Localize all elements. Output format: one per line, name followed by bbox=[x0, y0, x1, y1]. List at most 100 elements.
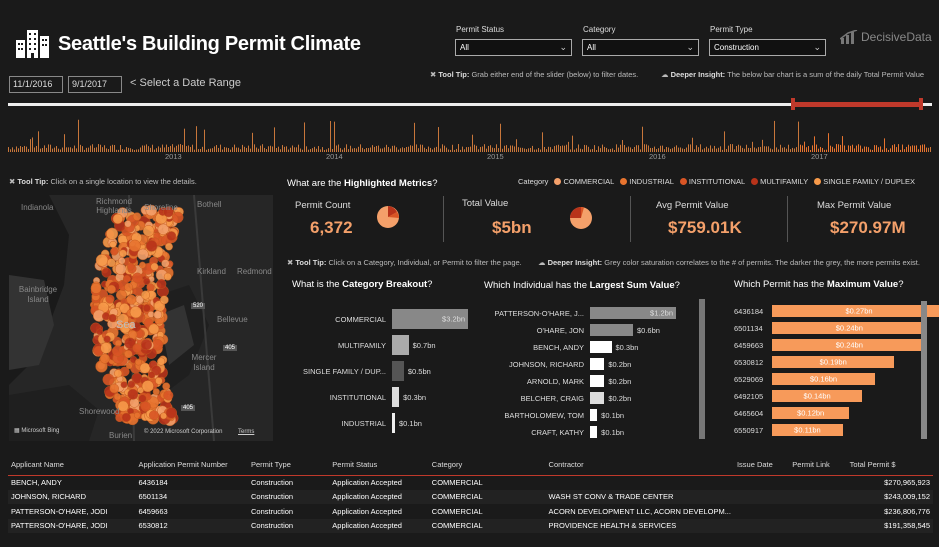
category-bar[interactable] bbox=[392, 413, 395, 433]
permit-location-dot[interactable] bbox=[148, 323, 160, 335]
category-row[interactable]: COMMERCIAL $3.2bn bbox=[292, 309, 468, 329]
legend-item[interactable]: MULTIFAMILY bbox=[751, 177, 808, 186]
permit-location-dot[interactable] bbox=[128, 239, 141, 252]
permit-location-dot[interactable] bbox=[163, 272, 172, 281]
permit-location-dot[interactable] bbox=[124, 282, 133, 292]
permit-type-select[interactable]: Construction ⌄ bbox=[709, 39, 826, 56]
category-bar[interactable] bbox=[392, 335, 409, 355]
permit-location-dot[interactable] bbox=[161, 259, 170, 268]
permit-bar[interactable]: $0.14bn bbox=[772, 390, 863, 402]
permit-location-dot[interactable] bbox=[145, 240, 158, 252]
permit-location-dot[interactable] bbox=[118, 257, 126, 265]
column-header[interactable]: Contractor bbox=[545, 455, 734, 476]
permit-location-dot[interactable] bbox=[109, 383, 119, 394]
permit-bar[interactable]: $0.12bn bbox=[772, 407, 850, 419]
permit-location-dot[interactable] bbox=[134, 412, 141, 419]
individual-row[interactable]: CRAFT, KATHY $0.1bn bbox=[484, 426, 624, 438]
permit-location-dot[interactable] bbox=[157, 357, 166, 366]
category-row[interactable]: INSTITUTIONAL $0.3bn bbox=[292, 387, 426, 407]
column-header[interactable]: Permit Status bbox=[329, 455, 429, 476]
permit-location-dot[interactable] bbox=[153, 310, 163, 320]
permit-map[interactable]: Indianola Richmond Highlands Shoreline B… bbox=[9, 195, 273, 441]
permit-location-dot[interactable] bbox=[148, 410, 159, 421]
permit-location-dot[interactable] bbox=[166, 231, 177, 241]
start-date-input[interactable]: 11/1/2016 bbox=[9, 76, 63, 93]
permit-location-dot[interactable] bbox=[108, 313, 117, 323]
legend-item[interactable]: INDUSTRIAL bbox=[620, 177, 674, 186]
permit-location-dot[interactable] bbox=[121, 412, 131, 423]
permit-location-dot[interactable] bbox=[127, 380, 136, 389]
category-row[interactable]: INDUSTRIAL $0.1bn bbox=[292, 413, 422, 433]
permit-row[interactable]: 6465604 $0.12bn bbox=[734, 407, 850, 419]
column-header[interactable]: Permit Link bbox=[789, 455, 847, 476]
permit-location-dot[interactable] bbox=[127, 388, 139, 400]
table-row[interactable]: BENCH, ANDY 6436184 Construction Applicatio… bbox=[8, 475, 933, 490]
permit-row[interactable]: 6492105 $0.14bn bbox=[734, 390, 863, 402]
date-slider-track[interactable] bbox=[8, 103, 932, 106]
permit-location-dot[interactable] bbox=[142, 304, 151, 313]
permit-location-dot[interactable] bbox=[155, 377, 163, 385]
permit-location-dot[interactable] bbox=[138, 394, 147, 403]
permit-location-dot[interactable] bbox=[124, 337, 136, 349]
permit-location-dot[interactable] bbox=[171, 211, 184, 224]
permit-location-dot[interactable] bbox=[132, 212, 142, 221]
column-header[interactable]: Permit Type bbox=[248, 455, 330, 476]
permit-row[interactable]: 6529069 $0.16bn bbox=[734, 373, 876, 385]
permit-row[interactable]: 6550917 $0.11bn bbox=[734, 424, 843, 436]
permit-location-dot[interactable] bbox=[134, 358, 142, 366]
permit-location-dot[interactable] bbox=[114, 369, 123, 378]
permit-location-dot[interactable] bbox=[137, 248, 149, 261]
permit-location-dot[interactable] bbox=[124, 220, 132, 228]
individual-bar[interactable] bbox=[590, 426, 598, 438]
permit-location-dot[interactable] bbox=[114, 263, 127, 275]
category-row[interactable]: SINGLE FAMILY / DUP... $0.5bn bbox=[292, 361, 431, 381]
permit-location-dot[interactable] bbox=[106, 284, 116, 294]
permit-status-select[interactable]: All ⌄ bbox=[455, 39, 572, 56]
permit-bar[interactable]: $0.27bn bbox=[772, 305, 939, 317]
column-header[interactable]: Issue Date bbox=[733, 455, 790, 476]
permit-location-dot[interactable] bbox=[165, 242, 173, 251]
permit-location-dot[interactable] bbox=[125, 362, 133, 370]
permit-location-dot[interactable] bbox=[140, 338, 153, 351]
category-bar[interactable]: $3.2bn bbox=[392, 309, 468, 329]
permit-location-dot[interactable] bbox=[132, 272, 143, 284]
permit-location-dot[interactable] bbox=[103, 335, 111, 343]
permit-location-dot[interactable] bbox=[129, 306, 142, 319]
map-terms-link[interactable]: Terms bbox=[238, 429, 255, 435]
permit-location-dot[interactable] bbox=[145, 204, 158, 217]
permit-row[interactable]: 6501134 $0.24bn bbox=[734, 322, 927, 334]
table-row[interactable]: JOHNSON, RICHARD 6501134 Construction Appli… bbox=[8, 489, 933, 504]
permit-location-dot[interactable] bbox=[102, 373, 115, 386]
permit-location-dot[interactable] bbox=[101, 267, 112, 278]
permit-location-dot[interactable] bbox=[140, 401, 151, 412]
permit-location-dot[interactable] bbox=[150, 262, 159, 271]
permit-location-dot[interactable] bbox=[165, 407, 178, 419]
permit-location-dot[interactable] bbox=[119, 303, 130, 314]
permit-location-dot[interactable] bbox=[106, 258, 116, 268]
permit-location-dot[interactable] bbox=[124, 349, 133, 359]
permit-location-dot[interactable] bbox=[152, 388, 160, 396]
permit-location-dot[interactable] bbox=[118, 249, 127, 258]
permit-bar[interactable]: $0.16bn bbox=[772, 373, 876, 385]
permit-location-dot[interactable] bbox=[139, 261, 146, 269]
permit-location-dot[interactable] bbox=[142, 225, 155, 237]
permit-location-dot[interactable] bbox=[156, 278, 167, 289]
slider-handle-end[interactable] bbox=[919, 98, 923, 110]
permit-location-dot[interactable] bbox=[148, 371, 156, 379]
permit-row[interactable]: 6459663 $0.24bn bbox=[734, 339, 927, 351]
individual-row[interactable]: JOHNSON, RICHARD $0.2bn bbox=[484, 358, 631, 370]
legend-item[interactable]: SINGLE FAMILY / DUPLEX bbox=[814, 177, 915, 186]
slider-handle-start[interactable] bbox=[791, 98, 795, 110]
permit-location-dot[interactable] bbox=[141, 380, 154, 393]
category-row[interactable]: MULTIFAMILY $0.7bn bbox=[292, 335, 436, 355]
permit-location-dot[interactable] bbox=[110, 247, 119, 256]
permit-location-dot[interactable] bbox=[90, 282, 102, 294]
permit-location-dot[interactable] bbox=[147, 310, 155, 318]
permit-bar[interactable]: $0.24bn bbox=[772, 339, 927, 351]
end-date-input[interactable]: 9/1/2017 bbox=[68, 76, 122, 93]
category-bar[interactable] bbox=[392, 361, 404, 381]
permit-location-dot[interactable] bbox=[109, 240, 117, 248]
permit-location-dot[interactable] bbox=[105, 294, 115, 304]
permit-location-dot[interactable] bbox=[163, 390, 174, 401]
permit-location-dot[interactable] bbox=[157, 223, 169, 235]
